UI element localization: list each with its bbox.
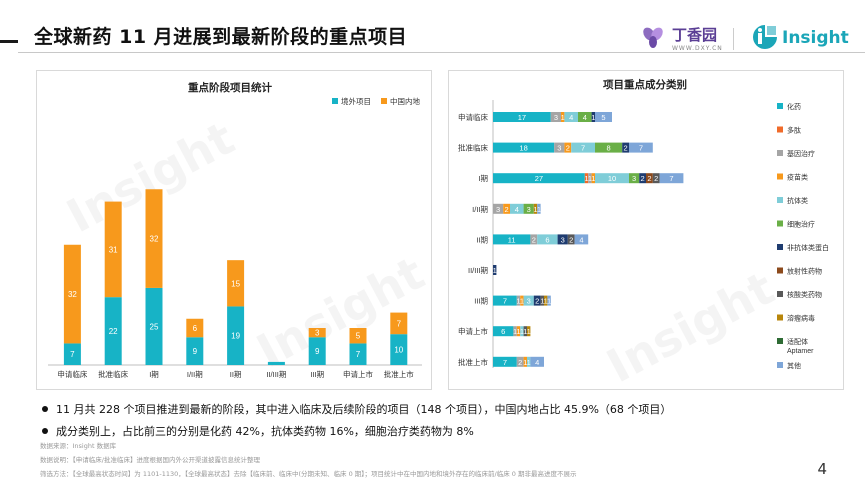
bullet-dot	[42, 428, 48, 434]
bullet-text: 成分类别上，占比前三的分别是化药 42%，抗体类药物 16%，细胞治疗类药物为 …	[56, 425, 474, 438]
insight-brand-text: Insight	[782, 28, 849, 48]
summary-bullets: 11 月共 228 个项目推进到最新的阶段，其中进入临床及后续阶段的项目（148…	[42, 398, 671, 442]
insight-logo-icon	[753, 25, 777, 49]
dxy-logo: 丁香园 WWW.DXY.CN	[640, 24, 723, 52]
insight-logo: Insight	[752, 24, 849, 52]
data-source-note: 数据来源：Insight 数据库	[40, 442, 117, 450]
brand-divider	[733, 28, 734, 50]
bullet-item: 成分类别上，占比前三的分别是化药 42%，抗体类药物 16%，细胞治疗类药物为 …	[42, 420, 671, 442]
bullet-item: 11 月共 228 个项目推进到最新的阶段，其中进入临床及后续阶段的项目（148…	[42, 398, 671, 420]
right-chart-panel	[448, 70, 844, 390]
page-number: 4	[817, 460, 827, 478]
dxy-brand-url: WWW.DXY.CN	[672, 45, 723, 52]
data-description-note: 数据说明：【申请临床/批准临床】进度根据国内外公开渠道披露信息统计整理	[40, 456, 260, 464]
header-divider	[18, 52, 865, 53]
dxy-brand-text: 丁香园	[672, 26, 718, 44]
bullet-dot	[42, 406, 48, 412]
title-accent-bar	[0, 40, 18, 43]
dxy-flower-icon	[643, 27, 663, 48]
bullet-text: 11 月共 228 个项目推进到最新的阶段，其中进入临床及后续阶段的项目（148…	[56, 403, 672, 416]
page-title: 全球新药 11 月进展到最新阶段的重点项目	[34, 26, 408, 48]
filter-method-note: 筛选方法：【全球最高状态时间】为 1101-1130，【全球最高状态】去除【临床…	[40, 470, 577, 478]
